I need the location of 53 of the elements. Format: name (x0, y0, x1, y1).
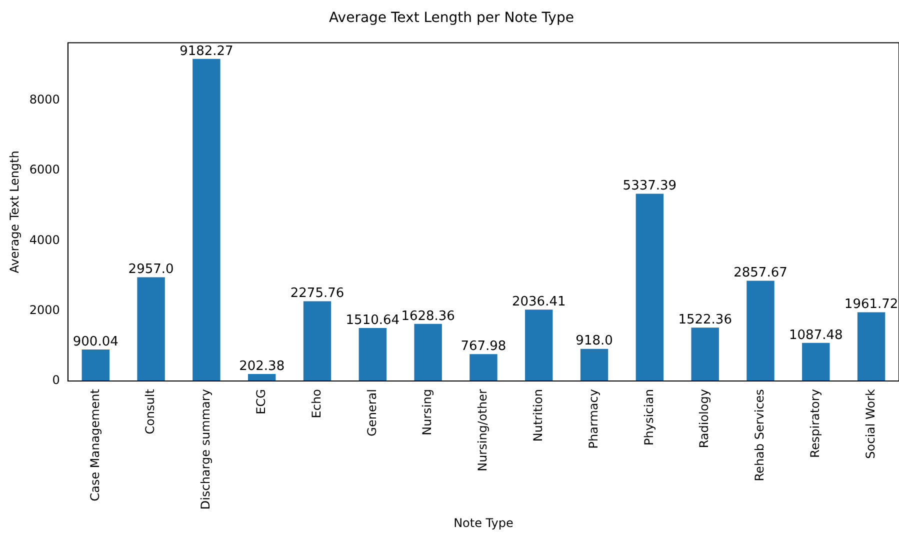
x-tick-label: Physician (642, 389, 656, 446)
x-tick-label: General (364, 389, 379, 436)
data-label: 2957.0 (128, 262, 174, 278)
bar (248, 374, 276, 382)
x-tick-label: Nursing (420, 389, 434, 436)
bar (525, 310, 553, 382)
bar (746, 280, 774, 382)
x-tick-label: Respiratory (808, 389, 822, 458)
data-label: 900.04 (72, 334, 118, 350)
bar (137, 277, 165, 382)
y-tick-label: 2000 (29, 303, 60, 318)
bar (303, 301, 332, 382)
data-label: 767.98 (460, 338, 506, 354)
bar (857, 312, 886, 382)
y-tick-label: 6000 (29, 162, 60, 177)
x-tick-label: Social Work (863, 389, 878, 459)
x-tick-label: Rehab Services (752, 389, 767, 482)
x-tick-label: Pharmacy (586, 389, 600, 449)
bar (82, 349, 110, 382)
bar (636, 194, 664, 382)
data-label: 1087.48 (789, 328, 843, 343)
data-label: 2857.67 (734, 266, 788, 281)
chart-title: Average Text Length per Note Type (329, 10, 574, 26)
data-label: 1522.36 (678, 312, 732, 328)
data-label: 918.0 (576, 334, 613, 349)
x-tick-label: Consult (143, 388, 158, 434)
bar (691, 328, 719, 382)
data-label: 1628.36 (401, 308, 455, 324)
y-axis-title: Average Text Length (7, 150, 22, 274)
bar (802, 342, 830, 382)
x-tick-label: Nursing/other (476, 388, 490, 472)
data-label: 9182.27 (180, 44, 234, 59)
x-tick-label: Nutrition (531, 389, 545, 442)
data-label: 5337.39 (622, 178, 677, 194)
data-label: 1510.64 (346, 312, 400, 328)
x-tick-label: Echo (309, 389, 324, 418)
bar (580, 348, 608, 382)
y-tick-label: 0 (52, 373, 60, 388)
x-axis-title: Note Type (454, 516, 514, 530)
x-tick-label: Radiology (697, 389, 712, 448)
data-label: 202.38 (239, 358, 285, 374)
y-tick-label: 4000 (29, 232, 60, 247)
x-tick-label: ECG (254, 389, 268, 414)
x-tick-label: Case Management (88, 388, 102, 502)
data-label: 2036.41 (512, 294, 566, 310)
data-label: 2275.76 (290, 286, 344, 302)
bar (358, 328, 387, 382)
x-tick-label: Discharge summary (198, 389, 213, 510)
y-tick-label: 8000 (29, 92, 60, 106)
data-label: 1961.72 (844, 297, 898, 312)
bar (192, 58, 220, 382)
bar (470, 354, 498, 382)
bar (414, 324, 442, 382)
